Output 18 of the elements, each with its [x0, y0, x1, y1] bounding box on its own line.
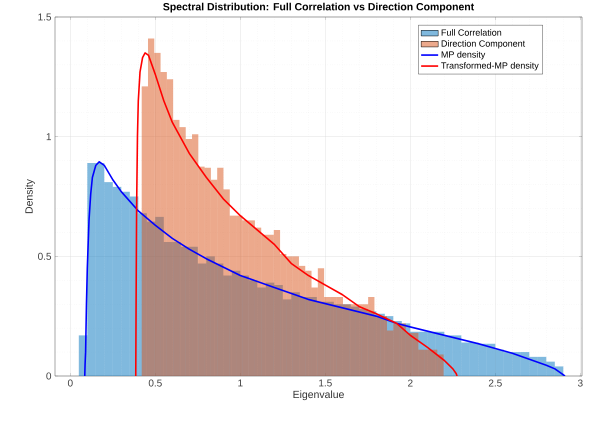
- y-tick-label: 1: [46, 133, 51, 140]
- chart-title: Spectral Distribution: Full Correlation vs Direction Component: [163, 2, 474, 12]
- legend-label: Full Correlation: [442, 29, 502, 36]
- x-axis-title: Eigenvalue: [293, 390, 344, 400]
- x-tick-label: 0: [68, 380, 73, 387]
- y-tick-label: 0.5: [38, 252, 52, 260]
- y-tick-label: 1.5: [38, 14, 52, 20]
- y-axis-title: Density: [25, 179, 35, 214]
- x-tick-label: 1: [238, 380, 243, 386]
- x-tick-label: 1.5: [319, 380, 332, 386]
- legend-label: Transformed-MP density: [441, 62, 539, 70]
- x-tick-label: 0.5: [148, 380, 162, 387]
- x-tick-label: 3: [578, 380, 583, 387]
- x-tick-label: 2.5: [488, 380, 502, 387]
- legend-label: Direction Component: [442, 40, 526, 48]
- legend-label: MP density: [442, 51, 486, 60]
- x-tick-label: 2: [408, 380, 413, 386]
- y-tick-label: 0: [46, 372, 52, 380]
